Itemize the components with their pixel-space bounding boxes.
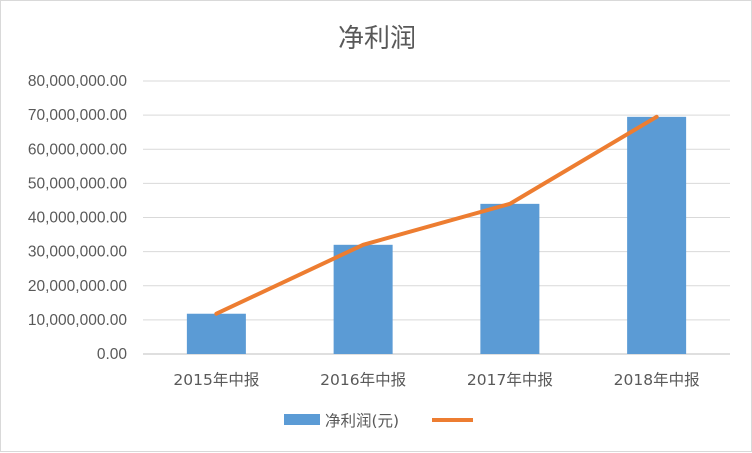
bar xyxy=(334,245,393,354)
x-category-label: 2015年中报 xyxy=(173,371,259,389)
y-tick-label: 0.00 xyxy=(97,346,128,363)
y-tick-label: 50,000,000.00 xyxy=(28,175,128,192)
bar xyxy=(480,204,539,354)
y-tick-label: 70,000,000.00 xyxy=(28,107,128,124)
y-tick-label: 30,000,000.00 xyxy=(28,244,128,261)
y-tick-label: 40,000,000.00 xyxy=(28,210,128,227)
y-tick-label: 20,000,000.00 xyxy=(28,278,128,295)
legend-swatch-net-profit xyxy=(284,414,320,425)
bar xyxy=(187,314,246,354)
x-category-label: 2016年中报 xyxy=(320,371,406,389)
bar xyxy=(627,117,686,354)
x-category-label: 2018年中报 xyxy=(614,371,700,389)
chart-title: 净利润 xyxy=(338,24,416,54)
y-tick-label: 10,000,000.00 xyxy=(28,312,128,329)
legend-label-net-profit: 净利润(元) xyxy=(325,412,399,430)
trend-line xyxy=(216,117,656,314)
y-tick-label: 60,000,000.00 xyxy=(28,141,128,158)
y-tick-label: 80,000,000.00 xyxy=(28,73,128,90)
x-category-label: 2017年中报 xyxy=(467,371,553,389)
